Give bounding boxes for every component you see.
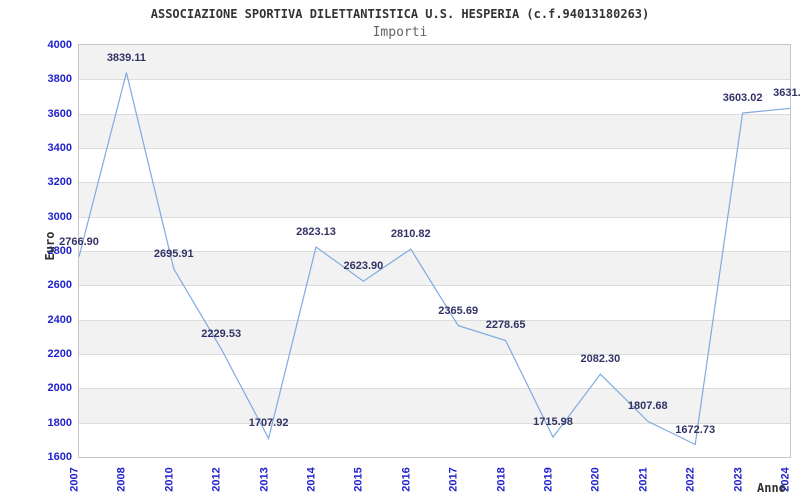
x-tick-label: 2018	[495, 467, 508, 492]
x-tick-label: 2013	[258, 467, 271, 492]
data-point-label: 1672.73	[675, 423, 716, 436]
y-tick-label: 2200	[47, 348, 72, 360]
gridline	[79, 216, 790, 218]
data-point-label: 2278.65	[485, 319, 526, 332]
data-point-label: 2766.90	[59, 235, 99, 248]
chart-subtitle: Importi	[372, 25, 428, 40]
x-tick-label: 2010	[163, 467, 176, 492]
y-tick-label: 4000	[47, 39, 72, 51]
y-tick-label: 1800	[47, 416, 72, 429]
plot-area	[78, 44, 791, 458]
data-point-label: 2823.13	[296, 226, 336, 239]
y-tick-label: 2800	[47, 245, 72, 257]
data-point-label: 3631.0	[773, 87, 800, 100]
y-tick-label: 2400	[47, 313, 72, 326]
data-point-label: 3603.02	[722, 92, 763, 105]
data-point-label: 2695.91	[153, 247, 194, 260]
x-tick-label: 2012	[210, 467, 223, 492]
y-tick-label: 3000	[47, 210, 72, 223]
y-tick-label: 3800	[47, 73, 72, 86]
gridline	[79, 422, 790, 424]
y-tick-label: 3600	[47, 107, 72, 120]
plot-band	[79, 319, 790, 354]
plot-band	[79, 251, 790, 286]
plot-band	[79, 388, 790, 423]
x-tick-label: 2008	[115, 467, 128, 492]
x-tick-label: 2021	[637, 467, 650, 492]
y-tick-label: 2600	[47, 279, 72, 292]
x-tick-label: 2007	[68, 467, 81, 492]
x-tick-label: 2017	[447, 467, 460, 492]
gridline	[79, 113, 790, 115]
plot-band	[79, 182, 790, 217]
data-point-label: 2623.90	[343, 260, 384, 273]
gridline	[79, 354, 790, 355]
x-tick-label: 2019	[542, 467, 555, 492]
x-tick-label: 2015	[352, 467, 365, 492]
data-point-label: 2365.69	[438, 304, 479, 317]
x-tick-label: 2022	[684, 467, 697, 492]
gridline	[79, 388, 790, 390]
data-point-label: 2810.82	[390, 228, 431, 241]
gridline	[79, 148, 790, 149]
gridline	[79, 79, 790, 81]
line-series	[79, 72, 790, 446]
y-tick-label: 3200	[47, 176, 72, 189]
y-tick-label: 2000	[47, 382, 72, 395]
data-point-label: 3839.11	[106, 51, 146, 64]
data-point-label: 1707.92	[248, 417, 289, 430]
plot-band	[79, 45, 790, 80]
gridline	[79, 319, 790, 321]
line-path	[79, 72, 790, 446]
chart-title: ASSOCIAZIONE SPORTIVA DILETTANTISTICA U.…	[150, 7, 650, 21]
y-tick-label: 1600	[47, 451, 72, 463]
data-point-label: 2229.53	[201, 327, 242, 340]
gridline	[79, 182, 790, 184]
data-point-label: 1715.98	[533, 416, 573, 429]
x-tick-label: 2014	[305, 467, 318, 492]
data-point-label: 1807.68	[627, 400, 668, 413]
x-tick-label: 2020	[589, 467, 602, 492]
x-tick-label: 2023	[732, 467, 745, 492]
y-axis-title: Euro	[43, 231, 57, 261]
y-tick-label: 3400	[47, 142, 72, 154]
plot-band	[79, 113, 790, 148]
data-point-label: 2082.30	[580, 353, 621, 366]
gridline	[79, 285, 790, 287]
x-axis-title: Anno	[757, 481, 786, 495]
x-tick-label: 2016	[400, 467, 413, 492]
gridline	[79, 251, 790, 252]
